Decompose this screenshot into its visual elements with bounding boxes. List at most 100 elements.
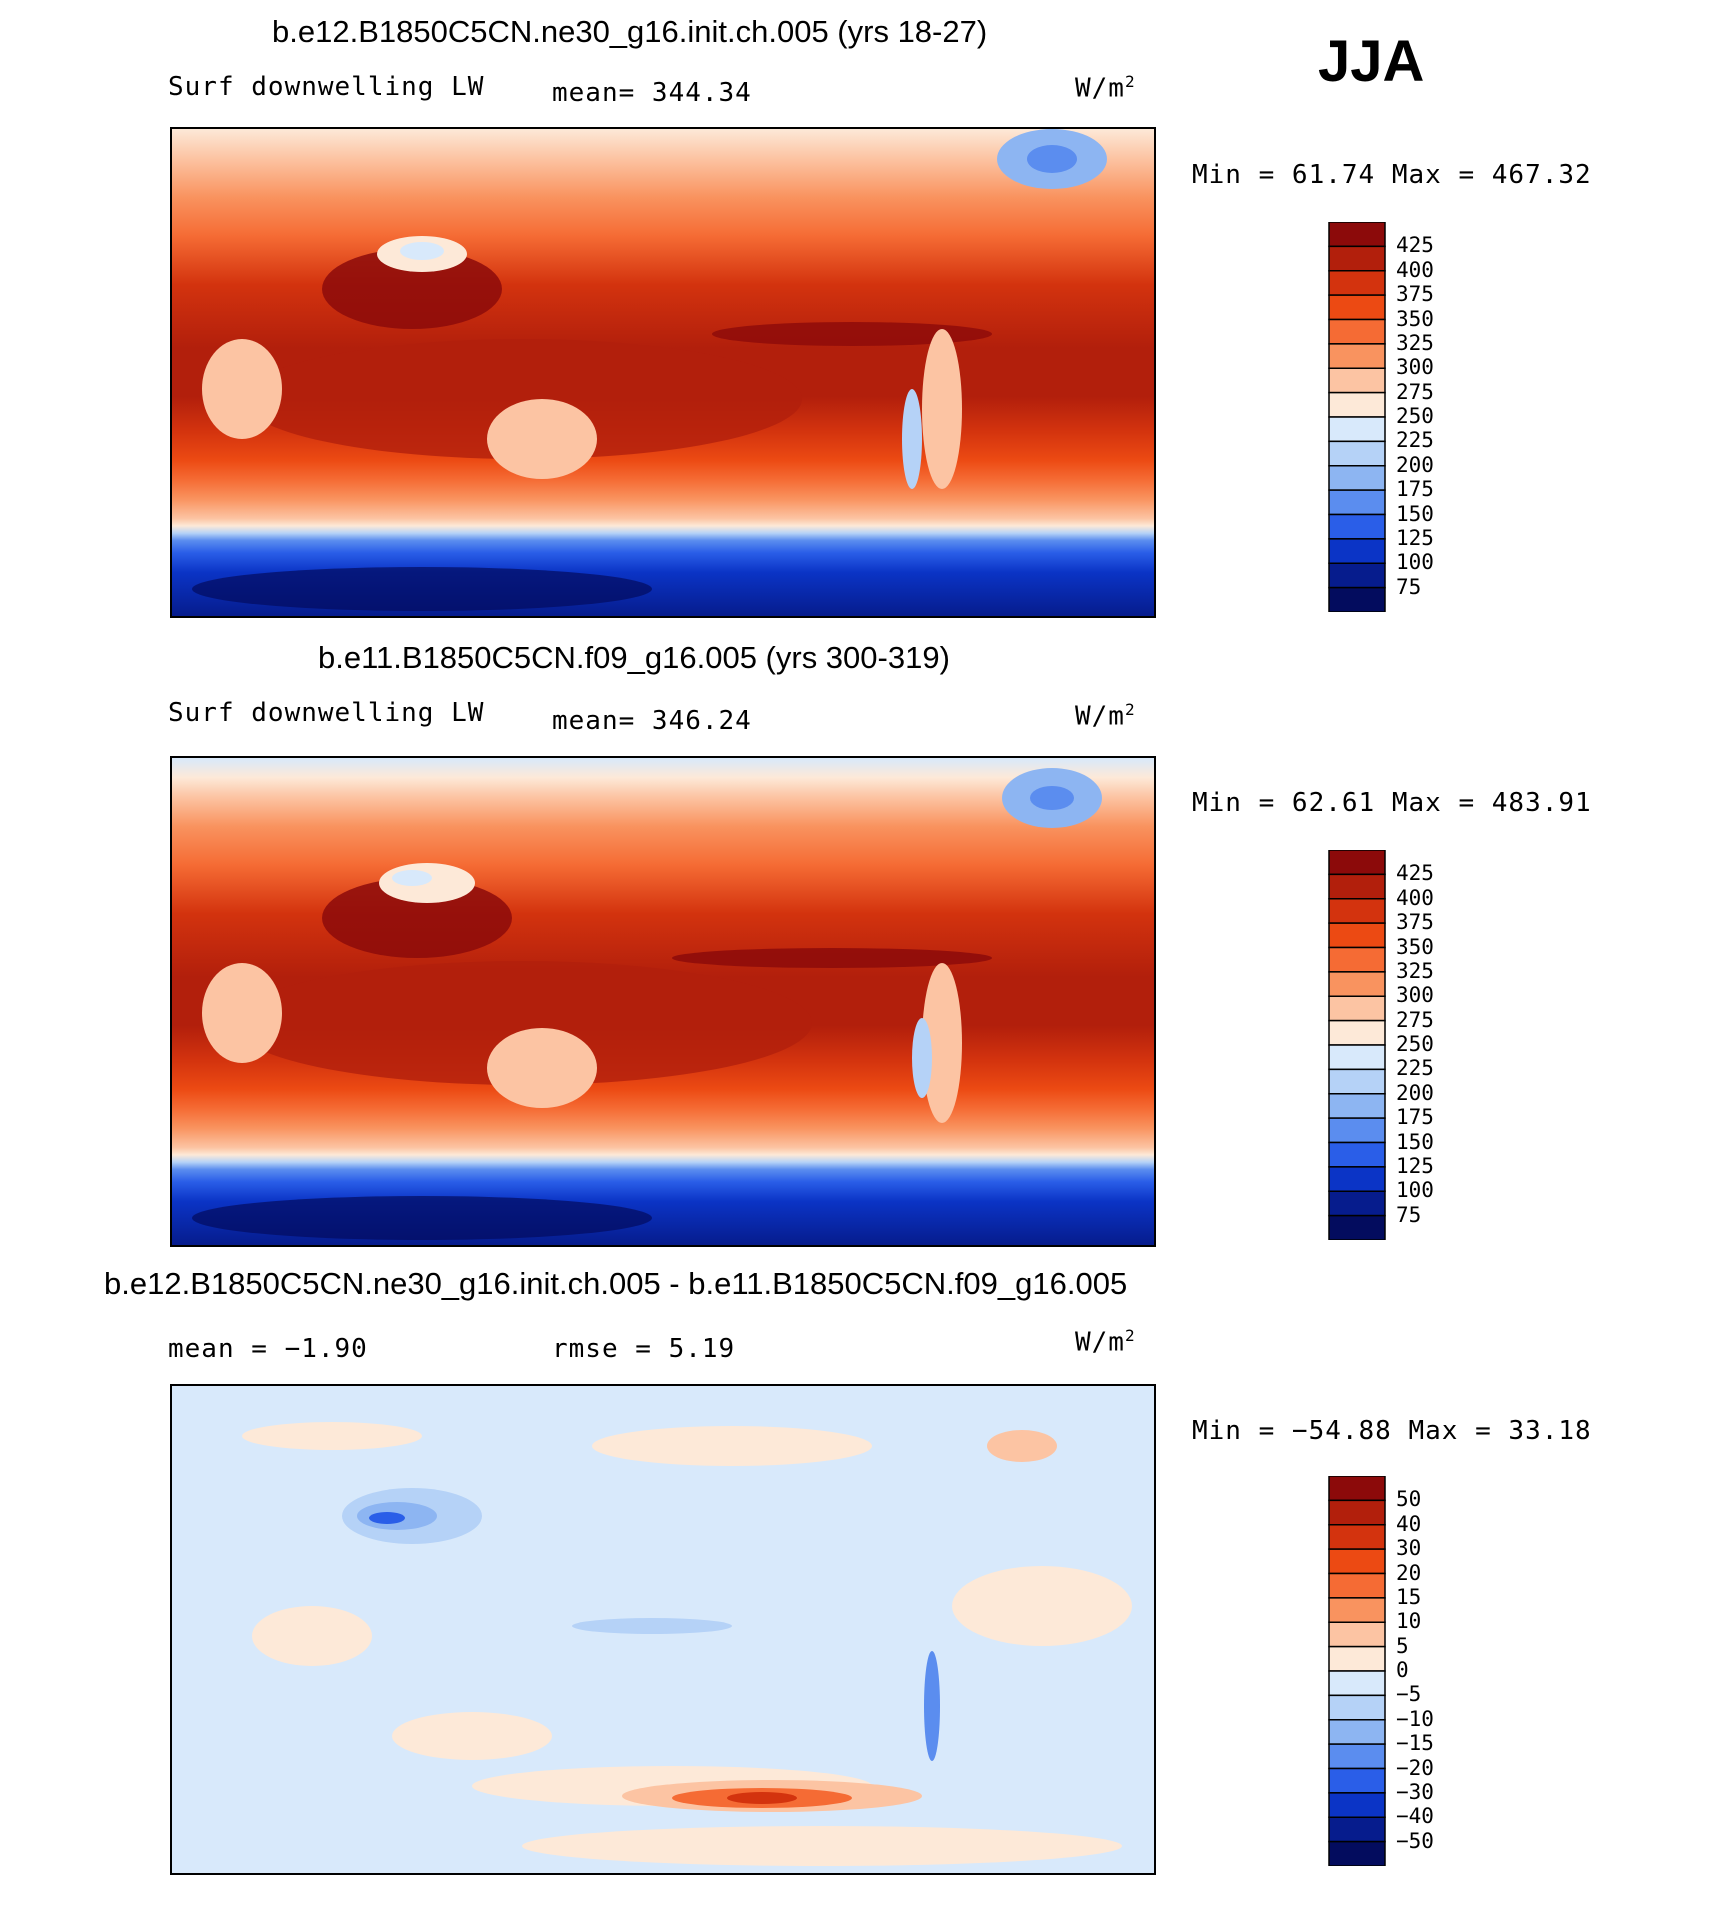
colorbar-tick-label: 75 (1396, 574, 1422, 599)
colorbar-swatch (1328, 1792, 1386, 1818)
colorbar-swatch (1328, 1572, 1386, 1599)
colorbar-tick-label: 300 (1396, 355, 1434, 380)
colorbar-swatch (1328, 586, 1386, 612)
colorbar-tick-label: 100 (1396, 1178, 1434, 1203)
colorbar-swatch (1328, 465, 1386, 491)
panel-1-map-field (172, 129, 1154, 616)
colorbar-tick-label: 5 (1396, 1633, 1409, 1658)
colorbar-tick-label: 175 (1396, 477, 1434, 502)
colorbar-swatch (1328, 489, 1386, 516)
colorbar-tick-label: 125 (1396, 525, 1434, 550)
colorbar-tick-label: 150 (1396, 501, 1434, 526)
colorbar-tick-label: 350 (1396, 306, 1434, 331)
colorbar-swatch (1328, 995, 1386, 1022)
colorbar-swatch (1328, 367, 1386, 394)
colorbar-tick-label: 250 (1396, 1032, 1434, 1056)
panel-3-colorbar-labels: 50 40 30 20 15 10 5 0 −5 −10 −15 −20 −30 −40 −50 (1396, 1476, 1456, 1866)
panel-3-colorbar-swatches (1328, 1476, 1386, 1866)
colorbar-swatch (1328, 971, 1386, 997)
colorbar-swatch (1328, 1214, 1386, 1240)
colorbar-tick-label: 275 (1396, 379, 1434, 404)
colorbar-swatch (1328, 1548, 1386, 1575)
colorbar-swatch (1328, 391, 1386, 418)
colorbar-swatch (1328, 898, 1386, 924)
colorbar-tick-label: 15 (1396, 1584, 1422, 1609)
colorbar-tick-label: 325 (1396, 330, 1434, 355)
panel-3-title: b.e12.B1850C5CN.ne30_g16.init.ch.005 - b… (104, 1266, 1128, 1301)
panel-2-colorbar-swatches (1328, 850, 1386, 1240)
colorbar-tick-label: 20 (1396, 1560, 1422, 1585)
colorbar-tick-label: −5 (1396, 1682, 1422, 1707)
panel-1-mean: mean= 344.34 (552, 78, 752, 108)
colorbar-swatch (1328, 1117, 1386, 1144)
panel-2-mean: mean= 346.24 (552, 706, 752, 736)
colorbar-tick-label: 300 (1396, 983, 1434, 1008)
colorbar-tick-label: 325 (1396, 958, 1434, 983)
colorbar-tick-label: 0 (1396, 1658, 1409, 1682)
panel-2-map (170, 756, 1156, 1247)
colorbar-swatch (1328, 1767, 1386, 1794)
colorbar-swatch (1328, 294, 1386, 321)
colorbar-swatch (1328, 440, 1386, 467)
panel-1-map (170, 127, 1156, 618)
colorbar-tick-label: 50 (1396, 1487, 1422, 1512)
colorbar-tick-label: 250 (1396, 404, 1434, 428)
panel-1-colorbar (1328, 222, 1386, 612)
colorbar-swatch (1328, 1141, 1386, 1168)
panel-2-units: W/m2 (1075, 700, 1136, 732)
panel-3-map-field (172, 1386, 1154, 1873)
panel-1-colorbar-swatches (1328, 222, 1386, 612)
colorbar-tick-label: −50 (1396, 1828, 1434, 1853)
panel-2-variable-label: Surf downwelling LW (168, 698, 485, 728)
colorbar-swatch (1328, 1524, 1386, 1550)
colorbar-swatch (1328, 1019, 1386, 1046)
panel-2-colorbar-labels: 425 400 375 350 325 300 275 250 225 200 175 150 125 1… (1396, 850, 1456, 1240)
colorbar-swatch (1328, 1694, 1386, 1721)
colorbar-swatch (1328, 922, 1386, 949)
colorbar-tick-label: 40 (1396, 1511, 1422, 1536)
colorbar-swatch (1328, 1166, 1386, 1192)
colorbar-swatch (1328, 318, 1386, 345)
colorbar-swatch (1328, 1093, 1386, 1119)
colorbar-swatch (1328, 513, 1386, 540)
colorbar-swatch (1328, 946, 1386, 973)
colorbar-swatch (1328, 1499, 1386, 1526)
colorbar-swatch (1328, 222, 1386, 248)
colorbar-swatch (1328, 270, 1386, 296)
colorbar-swatch (1328, 1597, 1386, 1623)
panel-2-title: b.e11.B1850C5CN.f09_g16.005 (yrs 300-319… (318, 640, 950, 675)
panel-3-minmax: Min = −54.88 Max = 33.18 (1192, 1416, 1592, 1446)
colorbar-tick-label: 400 (1396, 885, 1434, 910)
colorbar-tick-label: −20 (1396, 1755, 1434, 1780)
colorbar-tick-label: −10 (1396, 1706, 1434, 1731)
colorbar-swatch (1328, 1068, 1386, 1095)
colorbar-tick-label: 75 (1396, 1202, 1422, 1227)
panel-1-units: W/m2 (1075, 72, 1136, 104)
panel-1-variable-label: Surf downwelling LW (168, 72, 485, 102)
colorbar-tick-label: 125 (1396, 1153, 1434, 1178)
colorbar-tick-label: 100 (1396, 550, 1434, 575)
panel-3-mean: mean = −1.90 (168, 1334, 368, 1364)
panel-1-colorbar-labels: 425 400 375 350 325 300 275 250 225 200 175 150 125 1… (1396, 222, 1456, 612)
colorbar-tick-label: 375 (1396, 282, 1434, 307)
colorbar-swatch (1328, 1645, 1386, 1672)
colorbar-tick-label: −40 (1396, 1804, 1434, 1829)
colorbar-swatch (1328, 343, 1386, 369)
colorbar-tick-label: 350 (1396, 934, 1434, 959)
colorbar-swatch (1328, 850, 1386, 876)
panel-3-colorbar (1328, 1476, 1386, 1866)
colorbar-swatch (1328, 1044, 1386, 1071)
colorbar-tick-label: 425 (1396, 861, 1434, 886)
colorbar-swatch (1328, 1190, 1386, 1217)
colorbar-swatch (1328, 1670, 1386, 1697)
colorbar-tick-label: 175 (1396, 1105, 1434, 1130)
colorbar-tick-label: −15 (1396, 1731, 1434, 1756)
panel-3-units: W/m2 (1075, 1326, 1136, 1358)
panel-1-minmax: Min = 61.74 Max = 467.32 (1192, 160, 1592, 190)
colorbar-swatch (1328, 1719, 1386, 1745)
colorbar-tick-label: 200 (1396, 1080, 1434, 1105)
panel-2-minmax: Min = 62.61 Max = 483.91 (1192, 788, 1592, 818)
panel-1-title: b.e12.B1850C5CN.ne30_g16.init.ch.005 (yr… (272, 14, 988, 49)
panel-2-map-field (172, 758, 1154, 1245)
colorbar-swatch (1328, 245, 1386, 272)
